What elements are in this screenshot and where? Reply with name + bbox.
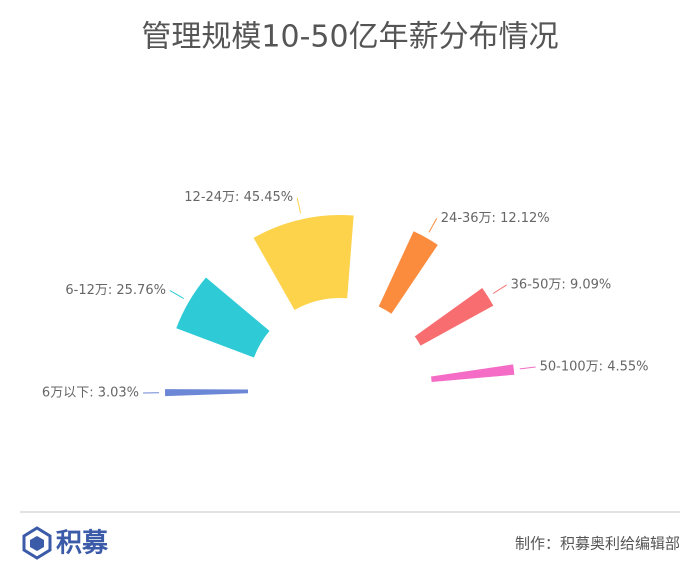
rose-sector xyxy=(176,277,270,358)
data-label: 12-24万: 45.45% xyxy=(184,190,293,205)
footer-logo: 积募 xyxy=(56,529,109,559)
footer-logo-icon xyxy=(22,526,52,560)
data-label: 36-50万: 9.09% xyxy=(511,277,612,292)
leader-line xyxy=(428,218,438,233)
rose-sector xyxy=(253,215,354,311)
data-label: 50-100万: 4.55% xyxy=(540,359,649,374)
rose-sector xyxy=(378,231,438,314)
leader-line xyxy=(519,366,536,370)
chart-title: 管理规模10-50亿年薪分布情况 xyxy=(141,20,558,55)
rose-sector xyxy=(165,389,249,397)
leader-line xyxy=(492,284,507,294)
data-label: 6万以下: 3.03% xyxy=(42,385,139,400)
rose-sector xyxy=(431,364,515,382)
data-label: 24-36万: 12.12% xyxy=(441,211,550,226)
footer-credit: 制作：积募奥利给编辑部 xyxy=(515,535,680,553)
leader-line xyxy=(169,290,185,300)
rose-sector xyxy=(414,288,494,346)
leader-line xyxy=(296,197,302,214)
data-label: 6-12万: 25.76% xyxy=(65,283,166,298)
